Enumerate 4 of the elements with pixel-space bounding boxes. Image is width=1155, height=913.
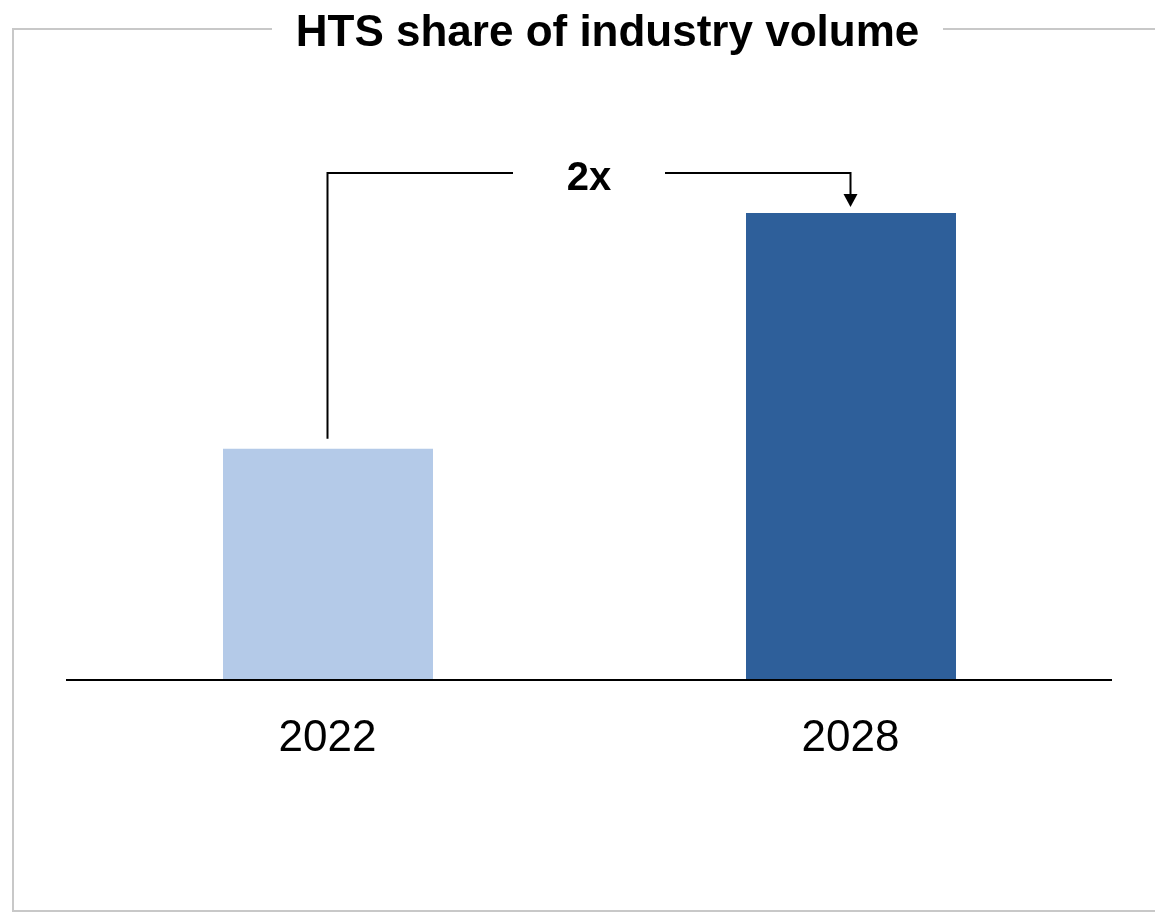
x-tick-label: 2022: [278, 711, 377, 761]
chart-title: HTS share of industry volume: [271, 6, 944, 55]
text: 2x: [566, 154, 612, 198]
x-tick-label: 2028: [801, 711, 900, 761]
